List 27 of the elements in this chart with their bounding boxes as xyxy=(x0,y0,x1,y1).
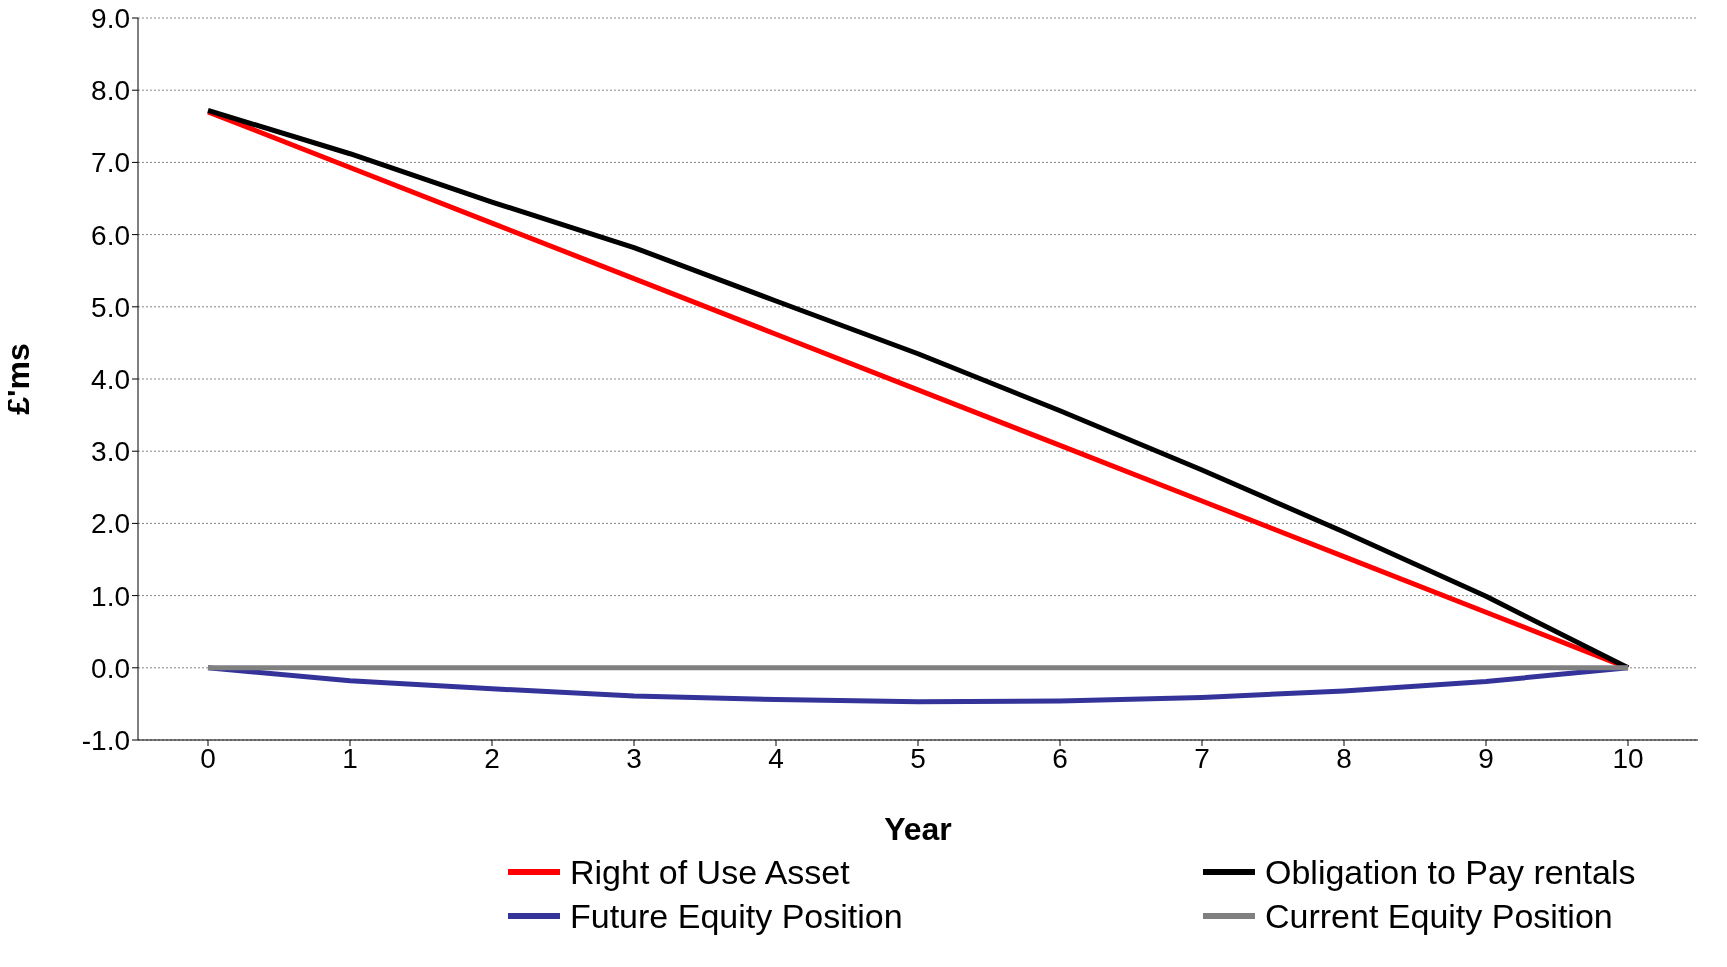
y-tick-label: 8.0 xyxy=(91,75,130,107)
x-tick-label: 9 xyxy=(1478,742,1494,774)
y-tick-label: -1.0 xyxy=(81,724,130,756)
y-tick-label: 5.0 xyxy=(91,291,130,323)
y-tick-label: 9.0 xyxy=(91,2,130,34)
legend-label: Future Equity Position xyxy=(570,896,903,936)
x-tick-label: 5 xyxy=(910,742,926,774)
y-tick-label: 6.0 xyxy=(91,219,130,251)
legend-label: Right of Use Asset xyxy=(570,852,850,892)
x-tick-label: 3 xyxy=(626,742,642,774)
x-tick-label: 1 xyxy=(342,742,358,774)
x-axis-title: Year xyxy=(884,811,952,847)
y-tick-label: 3.0 xyxy=(91,436,130,468)
x-tick-label: 8 xyxy=(1336,742,1352,774)
legend-label: Obligation to Pay rentals xyxy=(1265,852,1636,892)
x-tick-label: 2 xyxy=(484,742,500,774)
y-tick-label: 2.0 xyxy=(91,508,130,540)
y-tick-label: 1.0 xyxy=(91,580,130,612)
x-tick-label: 4 xyxy=(768,742,784,774)
x-tick-label: 0 xyxy=(200,742,216,774)
y-tick-label: 7.0 xyxy=(91,147,130,179)
legend-label: Current Equity Position xyxy=(1265,896,1613,936)
x-tick-label: 10 xyxy=(1612,742,1644,774)
x-tick-label: 7 xyxy=(1194,742,1210,774)
y-tick-label: 4.0 xyxy=(91,363,130,395)
y-tick-label: 0.0 xyxy=(91,652,130,684)
x-tick-label: 6 xyxy=(1052,742,1068,774)
